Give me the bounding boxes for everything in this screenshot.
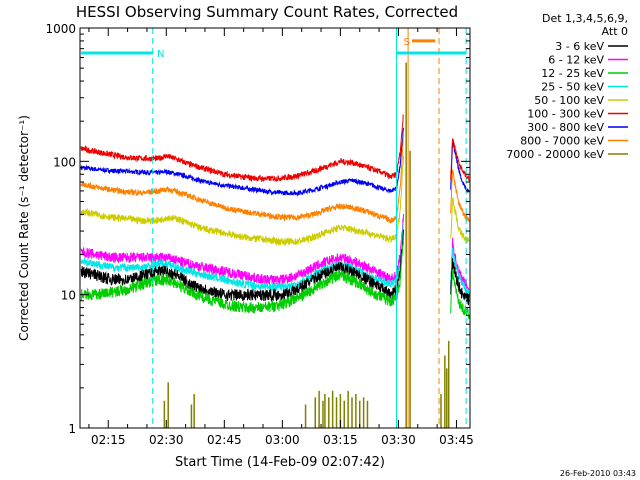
y-axis: 1 10 100 1000 [45, 22, 470, 436]
flag-label: N [157, 49, 164, 60]
flag-label: S [403, 37, 409, 48]
x-tick-label: 03:45 [439, 433, 474, 447]
y-tick-label: 100 [53, 155, 76, 169]
series-line-50-100-kev [450, 197, 470, 244]
legend-entry-label: 800 - 7000 keV [520, 135, 604, 148]
series-line-6-12-kev [80, 213, 404, 286]
legend-entry-label: 7000 - 20000 keV [506, 148, 604, 161]
chart-title: HESSI Observing Summary Count Rates, Cor… [76, 3, 458, 21]
spike-series [163, 62, 450, 428]
x-tick-label: 03:30 [381, 433, 416, 447]
legend-entry-label: 300 - 800 keV [527, 121, 604, 134]
x-tick-label: 03:15 [323, 433, 358, 447]
footer-timestamp: 26-Feb-2010 03:43 [560, 469, 636, 478]
series-line-3-6-kev [80, 229, 404, 303]
plot-frame [79, 27, 471, 429]
y-tick-label: 10 [61, 289, 76, 303]
flags: NS [81, 28, 467, 428]
legend-entry-label: 12 - 25 keV [541, 67, 604, 80]
series-line-300-800-kev [80, 127, 404, 197]
legend-entry-label: 100 - 300 keV [527, 108, 604, 121]
legend-entry-label: 6 - 12 keV [548, 54, 604, 67]
series-line-800-7000-kev [80, 133, 404, 224]
x-axis: 02:15 02:30 02:45 03:00 03:15 03:30 03:45 [88, 28, 474, 447]
x-tick-label: 02:15 [91, 433, 126, 447]
y-tick-label: 1 [68, 422, 76, 436]
legend-header: Det 1,3,4,5,6,9, [542, 12, 628, 25]
plot-lines [80, 113, 470, 320]
x-tick-label: 03:00 [265, 433, 300, 447]
series-line-12-25-kev [80, 238, 404, 314]
x-tick-label: 02:45 [207, 433, 242, 447]
legend-entry-label: 25 - 50 keV [541, 81, 604, 94]
x-tick-label: 02:30 [149, 433, 184, 447]
legend-entry-label: 3 - 6 keV [555, 40, 604, 53]
legend-header: Att 0 [602, 25, 628, 38]
series-line-50-100-kev [80, 155, 404, 247]
y-axis-label: Corrected Count Rate (s⁻¹ detector⁻¹) [17, 115, 31, 341]
x-axis-label: Start Time (14-Feb-09 02:07:42) [175, 455, 385, 470]
series-line-100-300-kev [450, 137, 470, 182]
legend-entry-label: 50 - 100 keV [534, 94, 604, 107]
y-tick-label: 1000 [45, 22, 76, 36]
series-line-100-300-kev [80, 113, 404, 183]
